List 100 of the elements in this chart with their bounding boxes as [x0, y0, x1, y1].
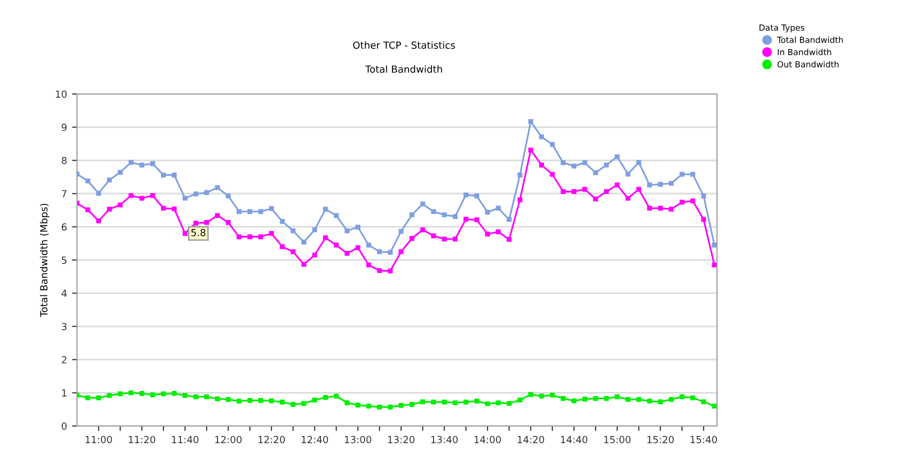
point [485, 232, 490, 237]
point [474, 398, 480, 404]
point [604, 162, 609, 168]
point [355, 402, 360, 408]
x-tick-label: 11:00 [86, 436, 112, 444]
point [161, 172, 166, 178]
point [388, 268, 393, 274]
point [258, 234, 264, 240]
point [236, 209, 242, 214]
point [452, 214, 458, 219]
x-tick-label: 12:40 [302, 436, 328, 444]
point [128, 390, 134, 396]
point [334, 394, 339, 399]
point [539, 162, 544, 168]
point [680, 200, 684, 205]
point [182, 231, 188, 236]
point [118, 391, 123, 396]
point [550, 142, 555, 147]
point [680, 172, 684, 177]
point [236, 234, 242, 240]
point [593, 396, 598, 401]
point [258, 209, 264, 214]
point [128, 193, 134, 198]
point [409, 212, 414, 218]
point [506, 236, 512, 242]
point [701, 399, 706, 404]
point [280, 244, 285, 250]
x-tick-label: 12:20 [258, 436, 285, 444]
point [118, 170, 123, 175]
point [106, 178, 112, 182]
point [398, 249, 404, 254]
point [247, 209, 252, 214]
point [290, 228, 296, 234]
y-tick-label: 5 [62, 256, 66, 264]
point [560, 396, 566, 401]
point [452, 400, 458, 406]
y-axis-title: Total Bandwidth (Mbps) [40, 204, 50, 318]
point [280, 400, 285, 405]
point [626, 397, 630, 402]
point [85, 178, 90, 184]
point [496, 206, 501, 211]
y-tick-label: 3 [62, 322, 66, 330]
point [161, 391, 166, 396]
point [485, 401, 490, 406]
point [668, 397, 674, 402]
point [290, 249, 296, 254]
point [323, 395, 328, 400]
point [301, 240, 306, 245]
point [539, 394, 544, 399]
point [680, 394, 684, 400]
point [344, 228, 350, 234]
point [431, 400, 436, 405]
x-tick-label: 11:20 [128, 436, 156, 444]
point [301, 262, 306, 267]
point [236, 398, 242, 404]
point [550, 172, 555, 177]
point [193, 394, 198, 400]
legend-title: Data Types [760, 24, 804, 32]
point [420, 201, 426, 206]
point [668, 180, 674, 186]
point [474, 193, 480, 198]
point [506, 217, 512, 222]
point [431, 233, 436, 238]
legend-label: Total Bandwidth [777, 36, 843, 43]
point [139, 162, 144, 168]
legend-label: Out Bandwidth [778, 60, 838, 68]
point [463, 192, 468, 198]
point [647, 182, 652, 188]
point [690, 172, 696, 177]
point [398, 229, 404, 234]
y-tick-label: 2 [62, 356, 66, 364]
point [420, 399, 426, 404]
point [712, 242, 717, 248]
y-tick-label: 10 [56, 90, 67, 98]
point [182, 393, 188, 398]
point [593, 170, 598, 176]
point [496, 400, 501, 406]
point [96, 218, 102, 224]
point [193, 220, 198, 226]
point [226, 397, 231, 402]
point [636, 186, 642, 192]
point [560, 189, 566, 194]
point [388, 250, 393, 255]
point [398, 402, 404, 408]
chart-title: Other TCP - Statistics [353, 41, 455, 49]
point [269, 206, 274, 211]
point [280, 219, 285, 224]
point [539, 134, 544, 140]
point [463, 216, 468, 222]
point [712, 404, 717, 409]
point [518, 172, 522, 178]
y-tick-label: 8 [62, 156, 67, 164]
point [388, 404, 393, 410]
point [614, 154, 620, 160]
point [215, 396, 220, 402]
point [150, 161, 156, 166]
point [496, 229, 501, 234]
point [409, 236, 414, 241]
legend-label: In Bandwidth [778, 48, 832, 56]
point [258, 398, 264, 403]
